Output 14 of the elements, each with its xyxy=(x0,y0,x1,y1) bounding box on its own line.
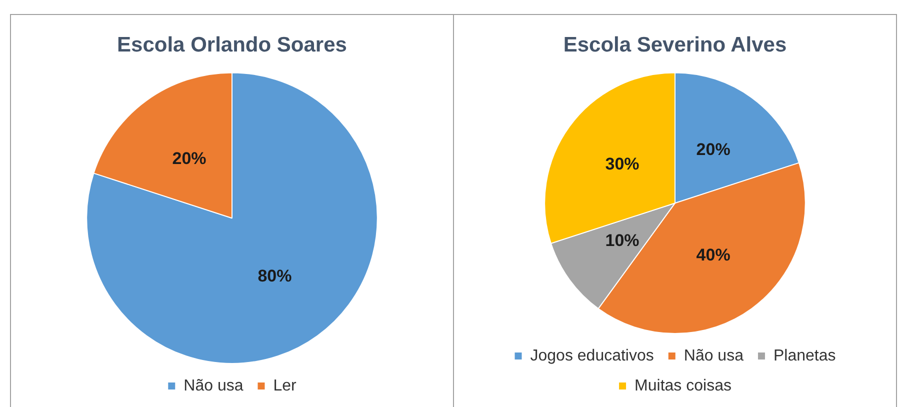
legend-label: Planetas xyxy=(773,347,836,364)
data-label: 30% xyxy=(605,154,640,174)
data-label: 10% xyxy=(605,231,640,250)
chart-title: Escola Severino Alves xyxy=(563,33,787,56)
data-label: 40% xyxy=(696,246,730,265)
legend-label: Não usa xyxy=(684,347,744,364)
data-label: 80% xyxy=(258,266,292,286)
legend-label: Jogos educativos xyxy=(530,347,654,364)
legend-label: Ler xyxy=(273,377,298,394)
legend-label: Muitas coisas xyxy=(634,377,732,394)
data-label: 20% xyxy=(696,140,730,160)
legend-label: Não usa xyxy=(184,377,244,394)
data-label: 20% xyxy=(172,148,206,168)
chart-title: Escola Orlando Soares xyxy=(117,33,347,56)
